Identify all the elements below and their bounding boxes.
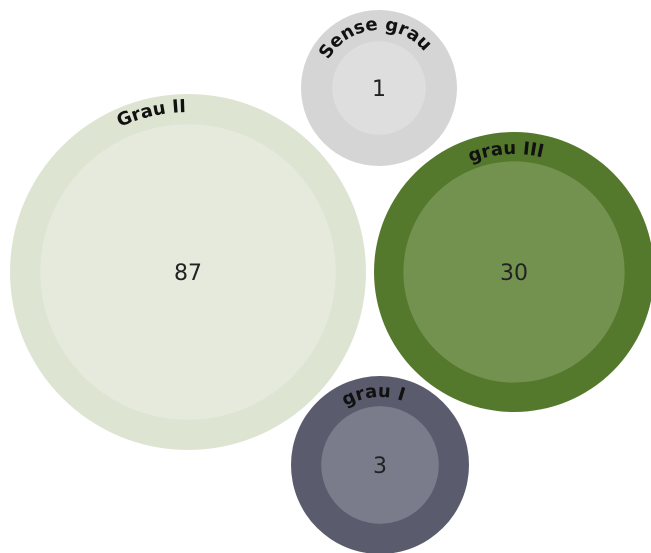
bubble-grau-iii-value: 30: [500, 261, 528, 286]
bubble-sense-grau-inner: [332, 41, 426, 135]
bubble-sense-grau-value: 1: [372, 77, 386, 102]
bubble-grau-ii-value: 87: [174, 261, 202, 286]
bubble-grau-i-value: 3: [373, 454, 387, 479]
bubble-grau-iii-inner: [403, 161, 625, 383]
bubble-grau-i-inner: [321, 406, 439, 524]
bubble-grau-ii-inner: [40, 124, 336, 420]
